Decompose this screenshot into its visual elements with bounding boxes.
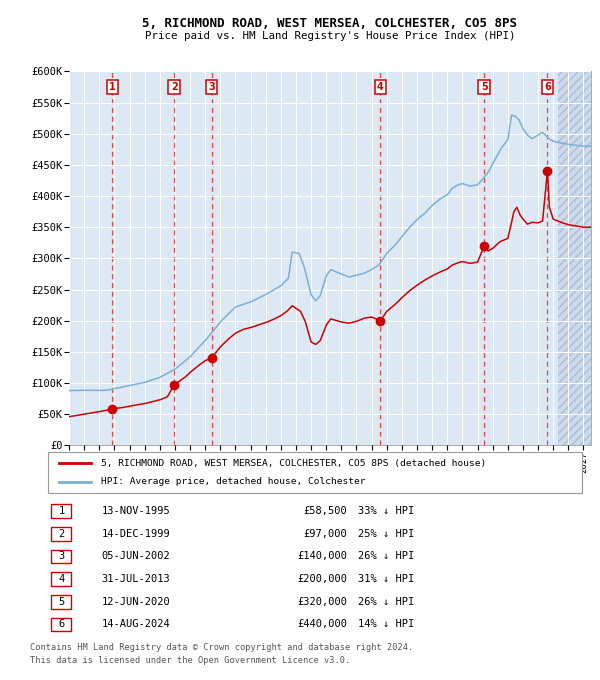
Text: Price paid vs. HM Land Registry's House Price Index (HPI): Price paid vs. HM Land Registry's House … [145,31,515,41]
Text: 25% ↓ HPI: 25% ↓ HPI [358,529,414,539]
Text: £200,000: £200,000 [297,574,347,584]
Text: 13-NOV-1995: 13-NOV-1995 [101,506,170,516]
Text: HPI: Average price, detached house, Colchester: HPI: Average price, detached house, Colc… [101,477,366,486]
Text: 26% ↓ HPI: 26% ↓ HPI [358,597,414,607]
Text: 33% ↓ HPI: 33% ↓ HPI [358,506,414,516]
Text: This data is licensed under the Open Government Licence v3.0.: This data is licensed under the Open Gov… [30,656,350,665]
FancyBboxPatch shape [51,617,71,631]
FancyBboxPatch shape [51,595,71,609]
Text: £97,000: £97,000 [303,529,347,539]
Text: 12-JUN-2020: 12-JUN-2020 [101,597,170,607]
Text: 5: 5 [481,82,488,92]
Text: 05-JUN-2002: 05-JUN-2002 [101,551,170,562]
Text: £140,000: £140,000 [297,551,347,562]
FancyBboxPatch shape [51,527,71,541]
FancyBboxPatch shape [51,505,71,518]
Text: £58,500: £58,500 [303,506,347,516]
Text: 3: 3 [58,551,64,562]
Text: 26% ↓ HPI: 26% ↓ HPI [358,551,414,562]
Text: 5, RICHMOND ROAD, WEST MERSEA, COLCHESTER, CO5 8PS: 5, RICHMOND ROAD, WEST MERSEA, COLCHESTE… [143,17,517,30]
Text: 2: 2 [58,529,64,539]
FancyBboxPatch shape [48,452,582,493]
Text: 14% ↓ HPI: 14% ↓ HPI [358,619,414,630]
Polygon shape [558,71,591,445]
Text: 14-AUG-2024: 14-AUG-2024 [101,619,170,630]
Text: £320,000: £320,000 [297,597,347,607]
Text: £440,000: £440,000 [297,619,347,630]
Text: 4: 4 [377,82,384,92]
Text: 2: 2 [171,82,178,92]
Text: 4: 4 [58,574,64,584]
Text: 3: 3 [208,82,215,92]
Text: 6: 6 [58,619,64,630]
Text: 1: 1 [58,506,64,516]
Text: 31-JUL-2013: 31-JUL-2013 [101,574,170,584]
FancyBboxPatch shape [51,573,71,586]
Text: 5: 5 [58,597,64,607]
Text: Contains HM Land Registry data © Crown copyright and database right 2024.: Contains HM Land Registry data © Crown c… [30,643,413,651]
Text: 14-DEC-1999: 14-DEC-1999 [101,529,170,539]
Text: 6: 6 [544,82,551,92]
Text: 31% ↓ HPI: 31% ↓ HPI [358,574,414,584]
Text: 1: 1 [109,82,116,92]
FancyBboxPatch shape [51,549,71,563]
Text: 5, RICHMOND ROAD, WEST MERSEA, COLCHESTER, CO5 8PS (detached house): 5, RICHMOND ROAD, WEST MERSEA, COLCHESTE… [101,459,487,468]
